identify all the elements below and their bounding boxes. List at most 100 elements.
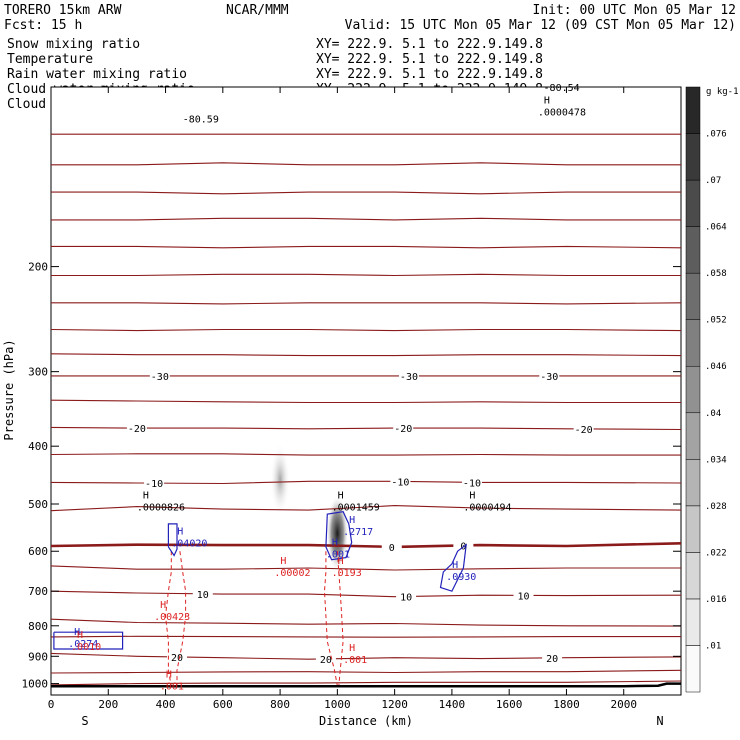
isotherm-label: 10 — [197, 590, 209, 601]
y-tick-label: 800 — [28, 620, 48, 633]
isotherm-label-bg — [573, 422, 594, 435]
x-end-right: N — [656, 714, 663, 728]
field-cross-section: XY= 222.9. 5.1 to 222.9.149.8 — [316, 67, 543, 82]
colorbar-level-label: .04 — [705, 409, 721, 419]
colorbar-level-label: .064 — [705, 223, 727, 233]
x-tick-label: 2000 — [610, 698, 637, 711]
max-value: .2717 — [343, 527, 373, 538]
max-marker: H — [338, 491, 344, 502]
colorbar-swatch — [685, 365, 701, 414]
isotherm-line — [50, 590, 682, 598]
isotherm-line — [50, 542, 682, 549]
y-tick-label: 400 — [28, 440, 48, 453]
isotherm-line — [50, 680, 682, 686]
isotherm-label: -30 — [151, 372, 169, 383]
field-name: Snow mixing ratio — [7, 37, 140, 52]
isotherm-line — [50, 635, 681, 638]
x-tick-label: 1400 — [439, 698, 466, 711]
isotherm-line — [50, 669, 682, 674]
isotherm-label: -30 — [400, 372, 418, 383]
field-name: Rain water mixing ratio — [7, 67, 187, 82]
x-tick-label: 800 — [270, 698, 290, 711]
isotherm-label: 0 — [389, 543, 395, 554]
isotherm-line — [50, 353, 682, 357]
isotherm-line — [51, 302, 682, 305]
x-tick-label: 1800 — [553, 698, 580, 711]
isotherm-line — [51, 245, 682, 249]
surface-line — [51, 682, 681, 688]
x-axis-label: Distance (km) — [319, 714, 413, 728]
isotherm-line — [50, 565, 681, 571]
isotherm-line — [50, 453, 681, 456]
isotherm-label-bg — [144, 477, 165, 490]
isotherm-label-bg — [398, 369, 419, 382]
y-tick-label: 500 — [28, 498, 48, 511]
colorbar-level-label: .076 — [705, 130, 727, 140]
isotherm-label-bg — [461, 476, 482, 489]
y-tick-label: 300 — [28, 366, 48, 379]
colorbar-swatch — [685, 86, 701, 134]
isotherm-label: -20 — [128, 424, 146, 435]
rain-contours — [164, 551, 344, 687]
x-tick-label: 1200 — [381, 698, 408, 711]
cloud-water-contour — [167, 523, 178, 557]
max-marker: H — [349, 515, 355, 526]
isotherm-label-bg — [393, 422, 414, 435]
colorbar-level-label: .058 — [705, 269, 727, 279]
isotherm-label: 20 — [546, 654, 558, 665]
surface-pressure-line — [51, 682, 681, 688]
isotherm-label: -10 — [463, 478, 481, 489]
max-value: .0930 — [446, 572, 476, 583]
init-time: Init: 00 UTC Mon 05 Mar 12 — [533, 3, 737, 18]
isotherm-line — [50, 505, 682, 512]
x-tick-label: 600 — [213, 698, 233, 711]
max-value: .0193 — [332, 568, 362, 579]
colorbar-swatch — [685, 319, 701, 367]
cloud-water-contour — [53, 631, 124, 650]
isotherm-label-bg — [513, 589, 534, 602]
isotherm-label: 10 — [400, 592, 412, 603]
field-cross-section: XY= 222.9. 5.1 to 222.9.149.8 — [316, 37, 543, 52]
colorbar-swatch — [685, 645, 701, 693]
valid-time: Valid: 15 UTC Mon 05 Mar 12 (09 CST Mon … — [345, 18, 736, 33]
isotherm-line — [51, 273, 681, 277]
max-value: -80.54 — [544, 83, 580, 94]
y-tick-label: 700 — [28, 585, 48, 598]
colorbar-swatch — [685, 505, 701, 553]
y-tick-label: 1000 — [22, 678, 49, 691]
max-marker: H — [166, 669, 172, 680]
max-marker: H — [77, 630, 83, 641]
isotherm-label: -30 — [540, 372, 558, 383]
y-tick-label: 200 — [28, 261, 48, 274]
isotherm-label-bg — [539, 369, 560, 382]
colorbar-swatch — [685, 133, 701, 181]
cloud-ice-blob — [326, 495, 349, 572]
colorbar-level-label: .046 — [705, 362, 727, 372]
max-marker: H — [177, 526, 183, 537]
max-value: .0000478 — [538, 108, 586, 119]
cloud-water-contour — [439, 543, 467, 592]
x-tick-label: 200 — [98, 698, 118, 711]
colorbar-swatch — [685, 459, 701, 507]
rain-contour — [176, 551, 187, 687]
x-tick-label: 1600 — [496, 698, 523, 711]
isotherm-line — [50, 426, 682, 431]
max-value: .001 — [326, 549, 350, 560]
max-value: .001 — [160, 681, 184, 692]
colorbar-level-label: .034 — [705, 455, 727, 465]
isotherm-label-bg — [453, 539, 474, 552]
x-tick-label: 1000 — [324, 698, 351, 711]
max-marker: H — [349, 643, 355, 654]
max-value: .0001459 — [332, 503, 380, 514]
y-tick-label: 900 — [28, 650, 48, 663]
max-value: .0274 — [68, 639, 98, 650]
colorbar-level-label: .07 — [705, 176, 721, 186]
cloud-ice-blob — [270, 443, 291, 516]
isotherm-label: 20 — [171, 653, 183, 664]
x-axis: 0 200 400 600 800 1000 1200 1400 1600 1800 2000 — [48, 87, 637, 711]
isotherm-label-bg — [192, 587, 213, 600]
cloud-water-contours — [53, 511, 467, 650]
